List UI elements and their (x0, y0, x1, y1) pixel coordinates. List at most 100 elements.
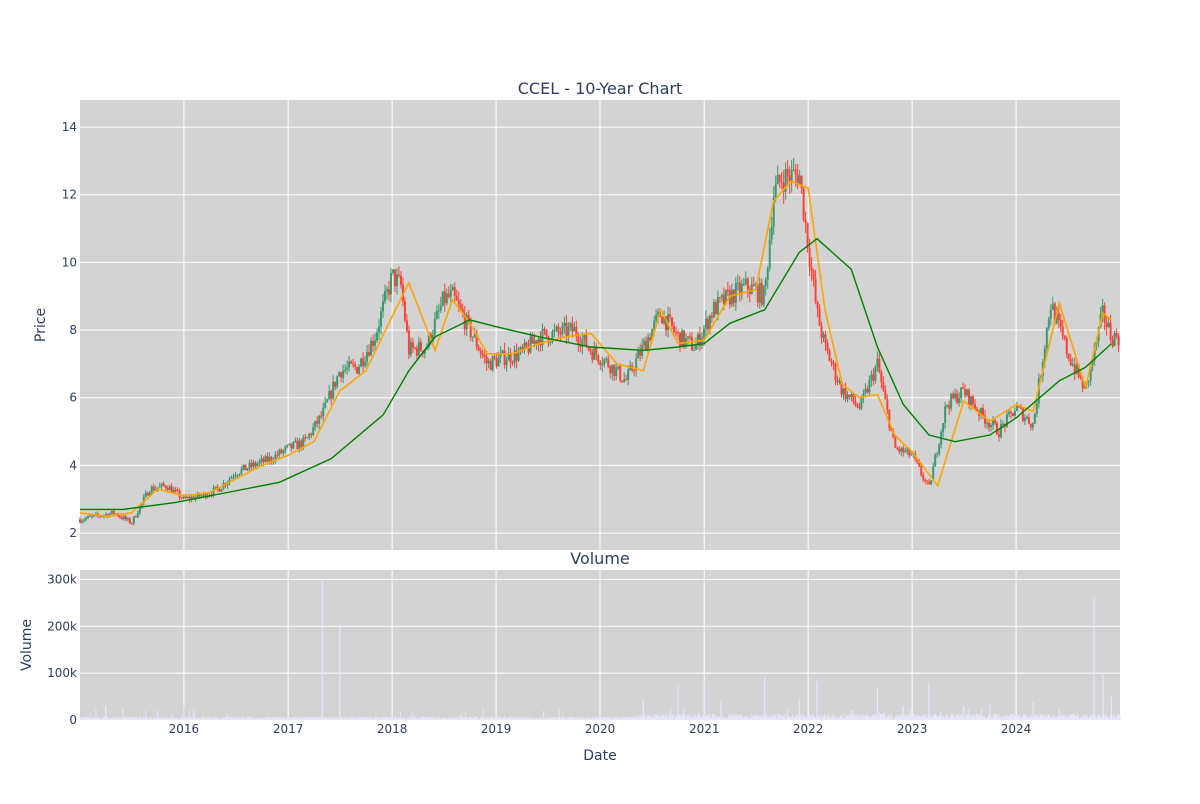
volume-bar (462, 716, 464, 720)
volume-bar (539, 719, 541, 720)
volume-bar (514, 717, 516, 720)
candlestick-body (234, 475, 237, 477)
candlestick-body (364, 361, 367, 366)
candlestick-body (519, 347, 522, 353)
volume-bar (973, 717, 975, 720)
volume-bar (231, 716, 233, 720)
candlestick-body (374, 340, 377, 346)
candlestick-body (537, 338, 540, 345)
volume-bar (348, 719, 350, 720)
volume-bar (111, 717, 113, 720)
candlestick (565, 314, 568, 345)
volume-bar (600, 718, 602, 720)
volume-bar (279, 717, 281, 720)
volume-bar (475, 717, 477, 720)
candlestick-body (760, 282, 763, 305)
volume-bar (643, 713, 645, 720)
volume-bar (999, 719, 1001, 720)
volume-bar (1080, 717, 1082, 720)
volume-bar (1009, 713, 1011, 720)
volume-bar (571, 716, 573, 720)
volume-bar (1048, 713, 1050, 720)
volume-bar (257, 716, 259, 720)
candlestick-body (786, 169, 789, 176)
volume-bar (478, 718, 480, 720)
volume-bar (1052, 716, 1054, 720)
candlestick (585, 329, 588, 348)
volume-bar (671, 714, 673, 720)
volume-bar (826, 718, 828, 720)
candlestick (782, 169, 785, 204)
candlestick-body (423, 349, 426, 354)
candlestick (810, 257, 813, 281)
candlestick (557, 323, 560, 338)
volume-bar (713, 717, 715, 720)
volume-bar (791, 717, 793, 720)
volume-bar (398, 717, 400, 720)
volume-bar (1109, 715, 1111, 720)
volume-bar (620, 717, 622, 720)
volume-bar (812, 716, 814, 720)
volume-bar (487, 717, 489, 720)
volume-bar (323, 718, 325, 720)
volume-bar (110, 718, 112, 720)
volume-bar (516, 719, 518, 720)
volume-bar (845, 716, 847, 720)
volume-bar (445, 718, 447, 720)
x-tick-label: 2016 (169, 722, 200, 736)
volume-spike-bar (703, 681, 705, 720)
candlestick (822, 331, 825, 343)
candlestick (824, 330, 827, 351)
volume-bar (392, 717, 394, 720)
volume-bar (640, 717, 642, 720)
volume-bar (481, 717, 483, 720)
volume-bar (814, 716, 816, 720)
candlestick (1113, 330, 1116, 347)
volume-bar (148, 719, 150, 720)
candlestick (788, 166, 791, 195)
candlestick (545, 329, 548, 338)
volume-bar (343, 716, 345, 720)
volume-bar (430, 717, 432, 720)
volume-bar (135, 717, 137, 720)
volume-bar (433, 719, 435, 720)
candlestick (667, 306, 670, 338)
candlestick-body (946, 405, 949, 407)
volume-bar (512, 719, 514, 720)
volume-bar (535, 718, 537, 720)
volume-bar (167, 717, 169, 720)
candlestick-body (587, 347, 590, 349)
volume-bar (263, 717, 265, 720)
volume-bar (464, 717, 466, 720)
candlestick-body (1033, 413, 1036, 424)
volume-bar (81, 716, 83, 720)
volume-bar (173, 717, 175, 720)
volume-chart-title: Volume (570, 549, 630, 568)
volume-bar (682, 714, 684, 720)
volume-bar (444, 717, 446, 720)
volume-bar (661, 716, 663, 720)
volume-bar (221, 716, 223, 720)
volume-bar (169, 718, 171, 720)
volume-bar (704, 717, 706, 720)
volume-bar (626, 718, 628, 720)
volume-bar (630, 716, 632, 720)
candlestick-body (130, 523, 133, 525)
volume-bar (568, 718, 570, 720)
candlestick-body (86, 516, 89, 519)
volume-bar (1076, 716, 1078, 720)
volume-bar (637, 717, 639, 720)
candlestick-body (457, 300, 460, 305)
candlestick (766, 265, 769, 289)
volume-bar (108, 717, 110, 720)
volume-bar (397, 716, 399, 720)
volume-bar (588, 717, 590, 720)
volume-bar (758, 716, 760, 720)
volume-bar (1097, 715, 1099, 720)
volume-bar (176, 717, 178, 720)
volume-bar (82, 716, 84, 720)
candlestick (906, 448, 909, 455)
volume-bar (513, 718, 515, 720)
volume-bar (154, 718, 156, 720)
candlestick-body (986, 423, 989, 425)
